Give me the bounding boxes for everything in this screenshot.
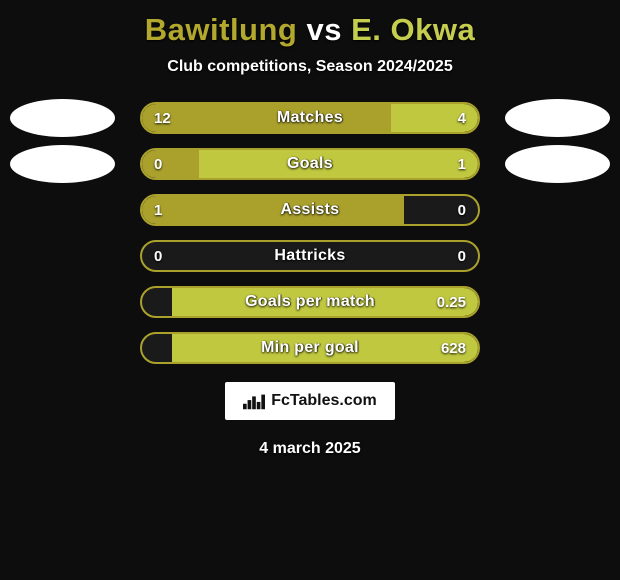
player1-disc	[10, 145, 115, 183]
bar-fill-right	[391, 104, 478, 132]
bar-fill-right	[172, 334, 478, 362]
source-badge: FcTables.com	[225, 382, 395, 420]
page-title: Bawitlung vs E. Okwa	[145, 12, 475, 48]
title-vs: vs	[307, 12, 342, 47]
stat-bar: 12 Matches 4	[140, 102, 480, 134]
bar-fill-right	[199, 150, 478, 178]
subtitle: Club competitions, Season 2024/2025	[167, 58, 452, 76]
stat-row: Min per goal 628	[10, 332, 610, 364]
bar-value-right: 0	[458, 242, 466, 270]
bar-fill-left	[142, 104, 391, 132]
player1-disc	[10, 99, 115, 137]
date-text: 4 march 2025	[259, 440, 360, 458]
stat-row: 12 Matches 4	[10, 102, 610, 134]
bar-fill-left	[142, 196, 404, 224]
stat-row: Goals per match 0.25	[10, 286, 610, 318]
comparison-card: Bawitlung vs E. Okwa Club competitions, …	[0, 0, 620, 580]
player2-disc	[505, 145, 610, 183]
stat-bar: 1 Assists 0	[140, 194, 480, 226]
barchart-icon	[243, 392, 265, 410]
bar-value-left: 0	[154, 242, 162, 270]
player2-disc	[505, 99, 610, 137]
stat-bar: Min per goal 628	[140, 332, 480, 364]
bar-fill-right	[172, 288, 478, 316]
title-player2: E. Okwa	[351, 12, 475, 47]
stat-row: 1 Assists 0	[10, 194, 610, 226]
source-badge-text: FcTables.com	[271, 392, 377, 410]
stat-bar: 0 Hattricks 0	[140, 240, 480, 272]
bar-fill-left	[142, 150, 199, 178]
bar-value-right: 0	[458, 196, 466, 224]
stat-row: 0 Goals 1	[10, 148, 610, 180]
stat-bar: Goals per match 0.25	[140, 286, 480, 318]
stat-bar: 0 Goals 1	[140, 148, 480, 180]
bar-label: Hattricks	[142, 242, 478, 270]
stat-rows: 12 Matches 4 0 Goals 1	[10, 102, 610, 364]
title-player1: Bawitlung	[145, 12, 298, 47]
stat-row: 0 Hattricks 0	[10, 240, 610, 272]
